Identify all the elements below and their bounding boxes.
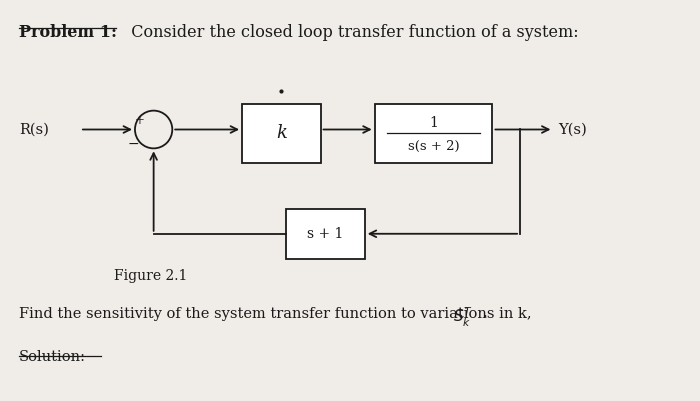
Bar: [286, 209, 365, 259]
Text: Problem 1:: Problem 1:: [19, 24, 117, 41]
Text: s + 1: s + 1: [307, 227, 344, 241]
Text: −: −: [127, 136, 139, 150]
Text: $S_{k}^{T}$: $S_{k}^{T}$: [453, 306, 473, 330]
Text: +: +: [135, 114, 145, 127]
Text: Y(s): Y(s): [559, 122, 587, 136]
Text: 1: 1: [429, 115, 438, 130]
Text: Figure 2.1: Figure 2.1: [114, 269, 188, 283]
Text: .: .: [483, 306, 487, 320]
Text: R(s): R(s): [19, 122, 49, 136]
Text: k: k: [276, 124, 287, 142]
Bar: [374, 104, 493, 163]
Text: Solution:: Solution:: [19, 350, 86, 364]
Text: Find the sensitivity of the system transfer function to variations in k,: Find the sensitivity of the system trans…: [19, 307, 536, 321]
Text: Consider the closed loop transfer function of a system:: Consider the closed loop transfer functi…: [121, 24, 579, 41]
Bar: [242, 104, 321, 163]
Text: s(s + 2): s(s + 2): [407, 140, 459, 153]
